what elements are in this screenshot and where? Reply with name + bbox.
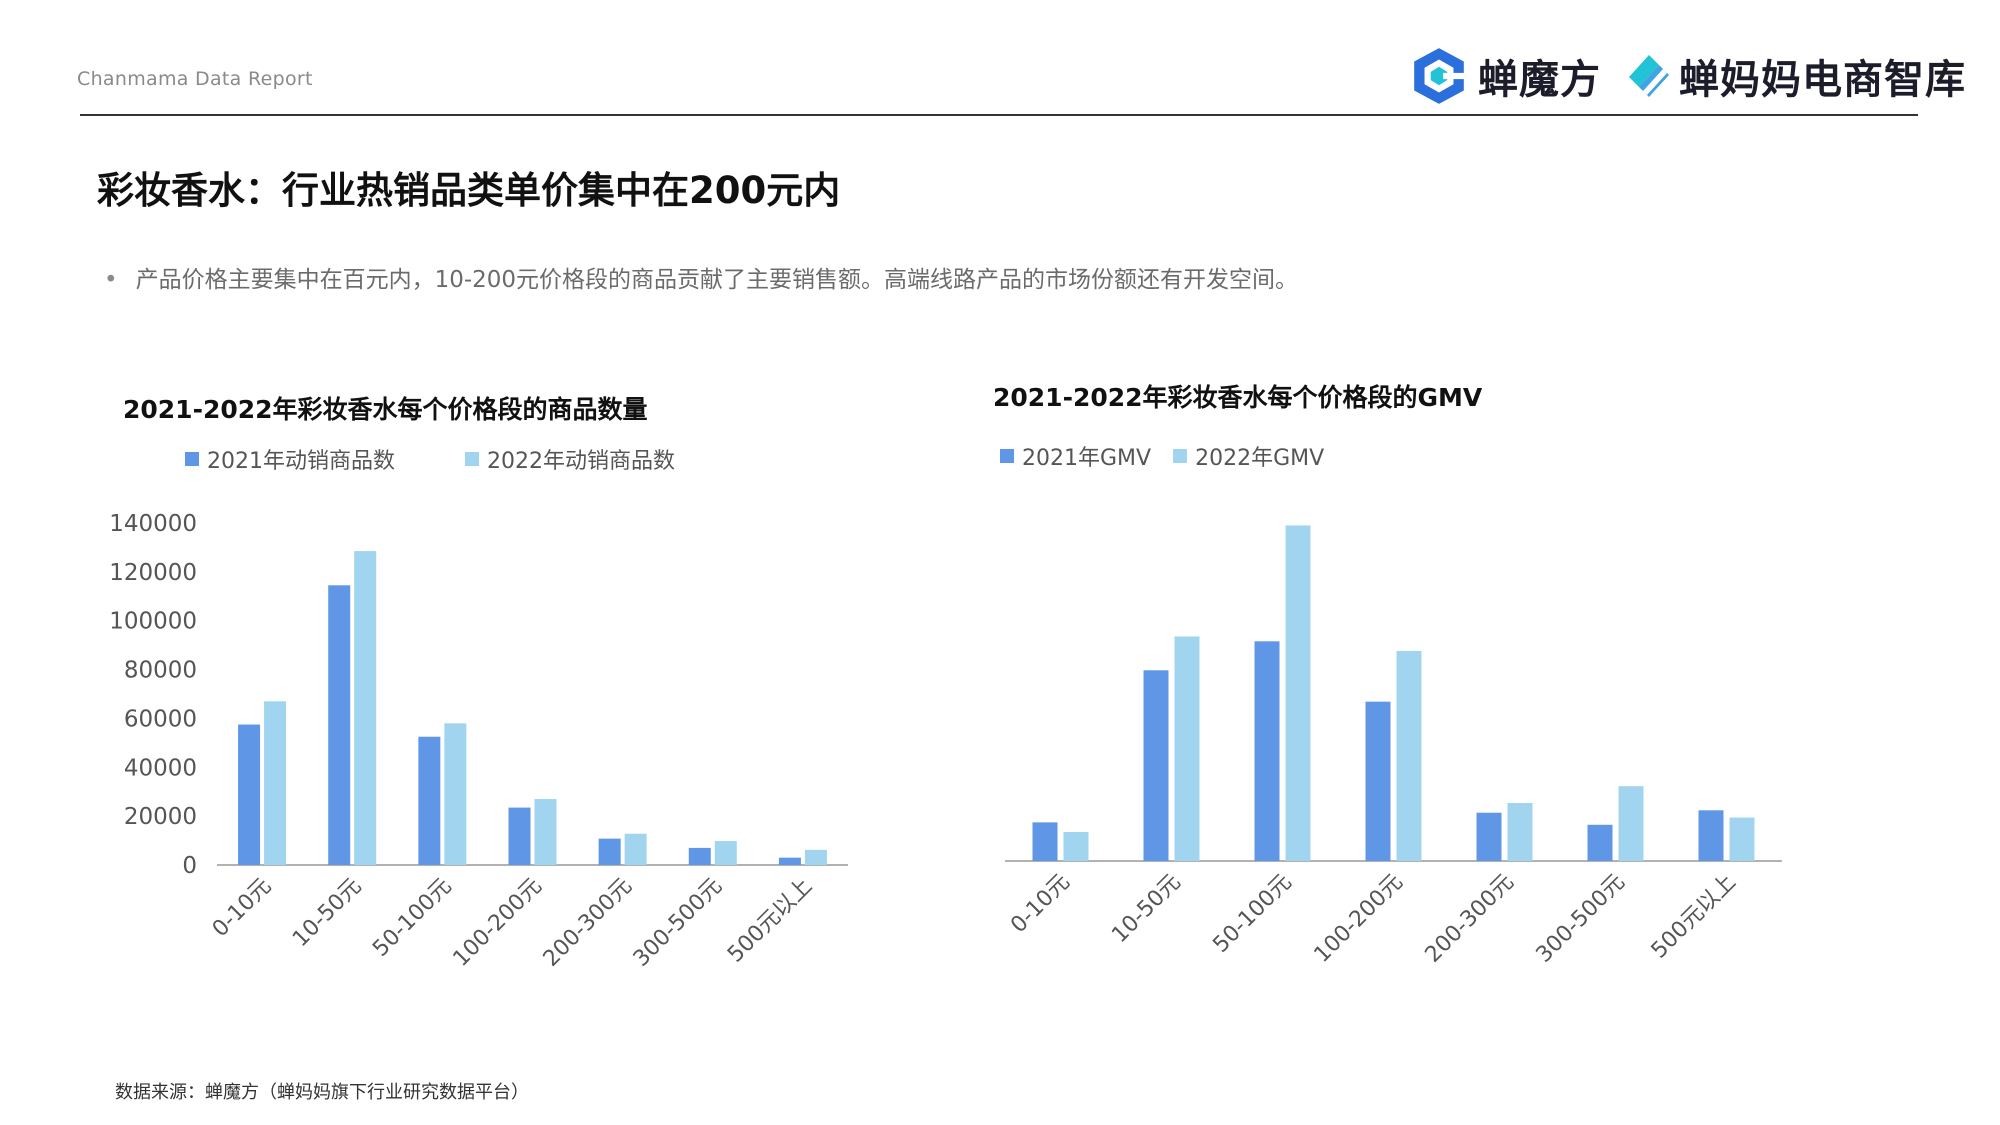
chart1-bar xyxy=(238,724,261,865)
brand-chanmama: 蝉妈妈电商智库 xyxy=(1679,57,1966,103)
chart2-legend: 2021年GMV 2022年GMV xyxy=(1000,440,1346,472)
report-label: Chanmama Data Report xyxy=(77,68,313,90)
chart1-x-tick-label: 200-300元 xyxy=(539,874,637,972)
chart1-bar xyxy=(418,736,441,865)
bullet-dot-icon: • xyxy=(104,267,118,293)
chart1-x-tick-label: 10-50元 xyxy=(288,874,366,952)
chart2-x-tick-label: 50-100元 xyxy=(1208,870,1296,958)
chart1-bar xyxy=(328,585,351,865)
summary-bullet: • 产品价格主要集中在百元内，10-200元价格段的商品贡献了主要销售额。高端线路… xyxy=(104,260,1298,294)
chart1-bar xyxy=(508,807,531,865)
chart1-y-tick-label: 20000 xyxy=(124,804,197,830)
chart2-bar xyxy=(1396,650,1422,861)
chart1-bar xyxy=(804,849,827,865)
chart1-bar xyxy=(264,701,287,865)
chart1-x-tick-label: 0-10元 xyxy=(208,874,277,943)
chart2-bar xyxy=(1174,636,1200,861)
chart2-bar xyxy=(1254,641,1280,861)
chart1-y-tick-label: 60000 xyxy=(124,706,197,732)
chart1-y-tick-label: 0 xyxy=(182,853,197,879)
chart1-bar xyxy=(354,551,377,865)
chart1-bar xyxy=(624,833,647,865)
legend-swatch-2022 xyxy=(465,452,479,466)
chart2-bar xyxy=(1587,824,1613,861)
chart1-x-tick-label: 50-100元 xyxy=(368,874,456,962)
chanmama-logo-icon xyxy=(1629,55,1669,97)
chart1-y-tick-label: 120000 xyxy=(109,560,197,586)
chart2-bar xyxy=(1063,832,1089,861)
chart2-x-tick-label: 500元以上 xyxy=(1647,870,1741,964)
legend-item-2021-gmv: 2021年GMV xyxy=(1000,440,1151,472)
summary-text: 产品价格主要集中在百元内，10-200元价格段的商品贡献了主要销售额。高端线路产… xyxy=(135,267,1299,293)
chart1-legend: 2021年动销商品数 2022年动销商品数 xyxy=(185,443,675,475)
page-title: 彩妆香水：行业热销品类单价集中在200元内 xyxy=(97,169,841,212)
chanmofang-logo-icon xyxy=(1414,48,1466,104)
chart1-title: 2021-2022年彩妆香水每个价格段的商品数量 xyxy=(123,395,648,424)
chart1-x-tick-label: 500元以上 xyxy=(723,874,817,968)
chart1-bar xyxy=(714,841,737,865)
chart1-y-tick-label: 40000 xyxy=(124,755,197,781)
chart1-x-tick-label: 300-500元 xyxy=(629,874,727,972)
chart2-bar xyxy=(1507,803,1533,861)
chart2-x-tick-label: 300-500元 xyxy=(1532,870,1630,968)
legend-label-2021-gmv: 2021年GMV xyxy=(1022,446,1152,471)
brand-logos: 蝉魔方 蝉妈妈电商智库 xyxy=(1408,40,1966,112)
chart2-bar xyxy=(1285,525,1311,861)
legend-swatch-2021 xyxy=(185,452,199,466)
chart2-x-tick-label: 200-300元 xyxy=(1421,870,1519,968)
chart1-bar xyxy=(534,799,557,865)
chart1-bar xyxy=(598,838,621,865)
chart2-bar xyxy=(1729,817,1755,861)
chart1-bar xyxy=(688,847,711,865)
chart2-bar xyxy=(1032,822,1058,861)
chart2-bar xyxy=(1698,810,1724,861)
legend-swatch-2022-gmv xyxy=(1173,449,1188,463)
legend-swatch-2021-gmv xyxy=(1000,449,1014,463)
chart1-bar xyxy=(778,857,801,865)
legend-label-2022-gmv: 2022年GMV xyxy=(1195,446,1325,471)
header-divider xyxy=(80,114,1918,116)
chart2-bar xyxy=(1143,670,1169,861)
chart1-y-tick-label: 80000 xyxy=(124,658,197,684)
chart1-y-tick-label: 100000 xyxy=(109,609,197,635)
chart1-x-tick-label: 100-200元 xyxy=(449,874,547,972)
chart2-x-tick-label: 10-50元 xyxy=(1107,870,1185,948)
chart2-title: 2021-2022年彩妆香水每个价格段的GMV xyxy=(993,383,1483,412)
legend-item-2022: 2022年动销商品数 xyxy=(465,443,675,475)
chart2-bar xyxy=(1476,812,1502,861)
chart1-bar xyxy=(444,723,467,865)
chart1-y-tick-label: 140000 xyxy=(109,511,197,537)
legend-label-2022: 2022年动销商品数 xyxy=(487,449,675,474)
chart2-bar xyxy=(1618,786,1644,861)
legend-item-2021: 2021年动销商品数 xyxy=(185,443,395,475)
chart2-bar xyxy=(1365,701,1391,861)
data-source-note: 数据来源：蝉魔方（蝉妈妈旗下行业研究数据平台） xyxy=(115,1082,529,1103)
brand-chanmofang: 蝉魔方 xyxy=(1478,57,1601,103)
chart2-x-tick-label: 0-10元 xyxy=(1006,870,1075,939)
chart2-x-tick-label: 100-200元 xyxy=(1310,870,1408,968)
legend-label-2021: 2021年动销商品数 xyxy=(207,449,395,474)
legend-item-2022-gmv: 2022年GMV xyxy=(1173,440,1324,472)
